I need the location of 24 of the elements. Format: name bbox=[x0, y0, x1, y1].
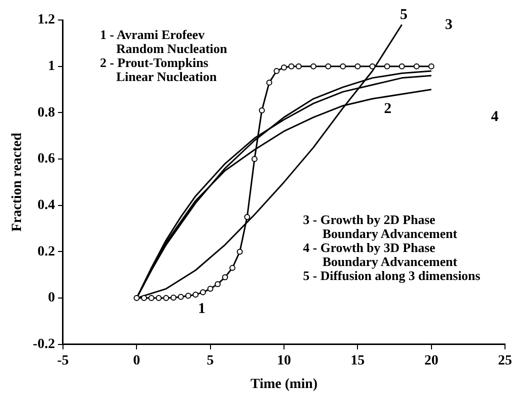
x-axis-title: Time (min) bbox=[250, 377, 318, 392]
y-axis-title: Fraction reacted bbox=[10, 132, 26, 232]
y-tick-label: 0 bbox=[48, 290, 55, 306]
y-tick-label: 0.6 bbox=[37, 152, 55, 167]
x-tick-label: 10 bbox=[276, 353, 291, 368]
x-tick-label: 25 bbox=[498, 353, 512, 368]
y-tick-label: 1.2 bbox=[37, 12, 55, 28]
annotation: 3 - Growth by 2D Phase Boundary Advancement 4 - Growth by 3D Phase Boundary Advancement 5 - Diffusion along 3 dimensions bbox=[303, 212, 480, 283]
x-tick-label: -5 bbox=[57, 353, 69, 368]
annotation: 1 bbox=[198, 301, 206, 317]
y-tick-label: 1 bbox=[48, 58, 55, 74]
annotation: 1 - Avrami Erofeev Random Nucleation 2 - Prout-Tompkins Linear Nucleation bbox=[100, 27, 228, 84]
x-tick-label: 15 bbox=[350, 353, 365, 368]
y-tick-label: 0.2 bbox=[37, 244, 55, 260]
x-tick-label: 0 bbox=[133, 353, 140, 368]
y-tick-label: 0.4 bbox=[37, 198, 55, 213]
annotation: 5 bbox=[400, 7, 408, 23]
annotation: 3 bbox=[445, 17, 452, 33]
y-tick-label: 0.8 bbox=[37, 105, 55, 120]
annotation: 4 bbox=[491, 109, 498, 125]
y-tick-label: -0.2 bbox=[32, 337, 55, 352]
annotation: 2 bbox=[384, 101, 392, 117]
x-tick-label: 5 bbox=[206, 353, 214, 368]
x-tick-label: 20 bbox=[424, 353, 438, 368]
